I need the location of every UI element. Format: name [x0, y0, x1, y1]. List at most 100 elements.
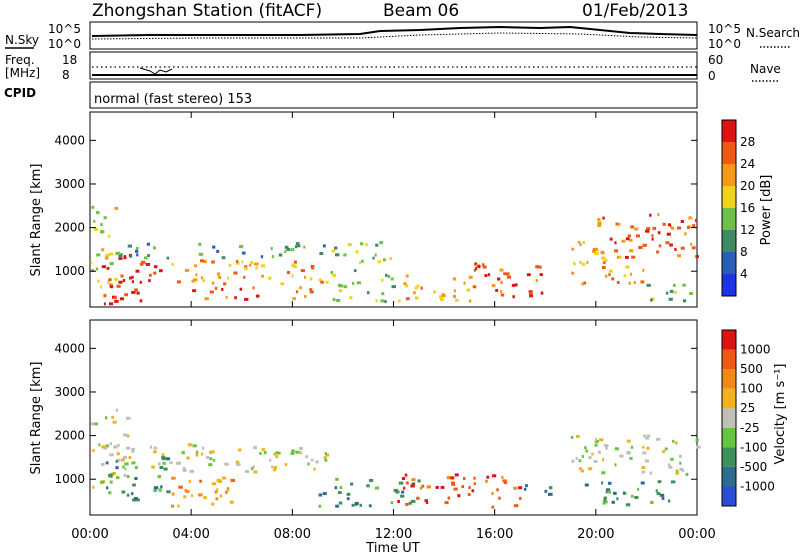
velocity-cell — [634, 496, 639, 499]
velocity-cell — [98, 443, 101, 447]
power-cell — [100, 230, 105, 234]
velocity-cell — [150, 445, 153, 449]
power-cell — [695, 219, 698, 223]
velocity-colorbar-tick: -100 — [740, 440, 767, 454]
power-cell — [477, 265, 481, 269]
power-cell — [669, 290, 673, 293]
velocity-cell — [189, 469, 195, 473]
power-cell — [148, 279, 151, 283]
power-cell — [512, 295, 515, 299]
power-cell — [303, 275, 307, 279]
power-cell — [144, 256, 148, 260]
power-cell — [650, 298, 653, 302]
velocity-cell — [219, 494, 223, 498]
velocity-cell — [570, 435, 574, 439]
velocity-cell — [253, 446, 257, 450]
velocity-colorbar-frame — [721, 329, 737, 507]
power-cell — [403, 282, 407, 286]
velocity-cell — [109, 453, 114, 457]
power-cell — [242, 251, 246, 255]
power-cell — [688, 216, 693, 220]
velocity-cell — [450, 476, 455, 480]
power-cell — [608, 273, 611, 277]
power-cell — [192, 289, 197, 293]
velocity-cell — [203, 496, 207, 500]
velocity-cell — [350, 482, 354, 486]
velocity-cell — [185, 489, 190, 493]
power-colorbar-swatch — [722, 230, 736, 252]
power-cell — [633, 281, 636, 284]
cpid-panel — [89, 81, 698, 109]
power-cell — [452, 277, 457, 281]
velocity-cell — [682, 469, 685, 473]
power-panel — [89, 111, 698, 308]
velocity-cell — [454, 473, 459, 477]
power-cell — [398, 299, 401, 303]
velocity-cell — [182, 468, 187, 472]
velocity-cell — [187, 443, 193, 447]
velocity-cell — [670, 457, 674, 461]
power-cell — [625, 265, 630, 269]
velocity-colorbar-swatch — [722, 408, 736, 428]
power-cell — [129, 254, 133, 258]
velocity-cell — [523, 487, 527, 491]
velocity-cell — [113, 445, 118, 449]
velocity-cell — [403, 486, 406, 490]
power-cell — [629, 238, 633, 242]
velocity-cell — [134, 496, 138, 500]
power-cell — [228, 263, 232, 267]
power-cell — [352, 281, 355, 285]
power-cell — [334, 246, 338, 250]
power-cell — [260, 255, 264, 259]
velocity-cell — [630, 445, 634, 449]
velocity-cell — [650, 501, 654, 505]
velocity-cell — [131, 450, 134, 454]
power-cell — [615, 222, 618, 226]
power-cell — [332, 273, 337, 277]
noise-right-tick-bottom: 10^0 — [708, 37, 741, 51]
power-cell — [682, 299, 687, 303]
power-cell — [619, 255, 622, 259]
power-cell — [122, 279, 126, 282]
velocity-cell — [501, 475, 504, 479]
velocity-cell — [668, 465, 673, 469]
velocity-cell — [153, 486, 159, 490]
power-cell — [538, 265, 542, 269]
velocity-cell — [157, 475, 162, 479]
power-cell — [691, 246, 696, 250]
power-cell — [250, 261, 254, 265]
power-cell — [656, 250, 660, 254]
power-ytick-label: 4000 — [54, 133, 85, 147]
velocity-cell — [318, 493, 323, 497]
power-cell — [582, 241, 585, 244]
velocity-cell — [315, 460, 319, 464]
velocity-cell — [594, 443, 598, 447]
velocity-cell — [151, 465, 155, 469]
power-cell — [233, 271, 238, 275]
velocity-cell — [299, 451, 302, 455]
power-cell — [293, 260, 297, 264]
power-cell — [389, 257, 393, 261]
power-cell — [391, 285, 396, 289]
velocity-cell — [183, 495, 187, 499]
velocity-cell — [626, 439, 631, 443]
power-cell — [241, 260, 244, 264]
power-cell — [139, 262, 144, 266]
power-cell — [383, 258, 386, 262]
power-cell — [271, 255, 274, 259]
power-cell — [380, 299, 385, 303]
freq-right-tick-bottom: 0 — [708, 69, 716, 83]
power-cell — [586, 260, 589, 264]
velocity-cell — [125, 446, 131, 450]
velocity-cell — [153, 450, 157, 454]
velocity-cell — [629, 456, 633, 460]
power-cell — [297, 244, 301, 248]
power-cell — [571, 247, 574, 251]
power-ylabel: Slant Range [km] — [29, 164, 44, 277]
power-cell — [658, 244, 662, 248]
power-cell — [614, 241, 617, 245]
power-cell — [594, 252, 599, 255]
velocity-cell — [591, 452, 594, 456]
power-cell — [359, 261, 362, 265]
power-cell — [474, 262, 478, 266]
